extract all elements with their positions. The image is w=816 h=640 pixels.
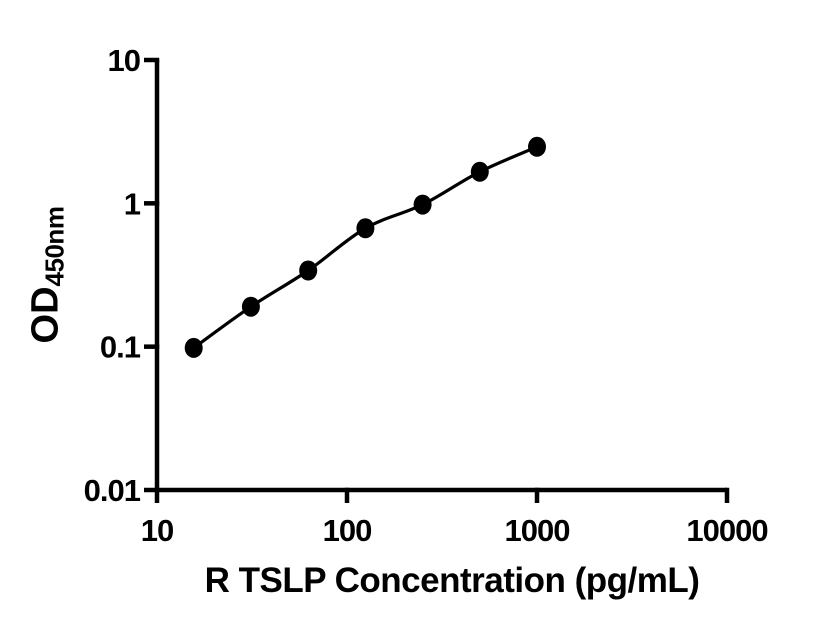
- data-point-marker: [299, 260, 318, 281]
- axis-frame: [154, 60, 727, 493]
- y-tick-label: 10: [108, 43, 140, 78]
- data-point-marker: [356, 218, 375, 239]
- data-point-marker: [184, 337, 203, 358]
- data-point-marker: [470, 161, 489, 182]
- y-tick-label: 1: [124, 186, 141, 221]
- y-tick-label: 0.01: [84, 473, 141, 508]
- x-tick-label: 10: [141, 513, 173, 548]
- x-tick-label: 100: [323, 513, 372, 548]
- y-axis-title: OD450nm: [24, 206, 70, 344]
- data-point-marker: [528, 136, 546, 157]
- x-tick-label: 10000: [686, 513, 767, 548]
- y-axis-title-main: OD: [24, 286, 67, 344]
- x-axis-title: R TSLP Concentration (pg/mL): [204, 561, 700, 600]
- data-point-marker: [241, 296, 260, 317]
- x-tick-label: 1000: [505, 513, 570, 548]
- data-point-marker: [413, 194, 432, 215]
- y-tick-label: 0.1: [100, 330, 141, 365]
- y-axis-title-subscript: 450nm: [39, 206, 70, 287]
